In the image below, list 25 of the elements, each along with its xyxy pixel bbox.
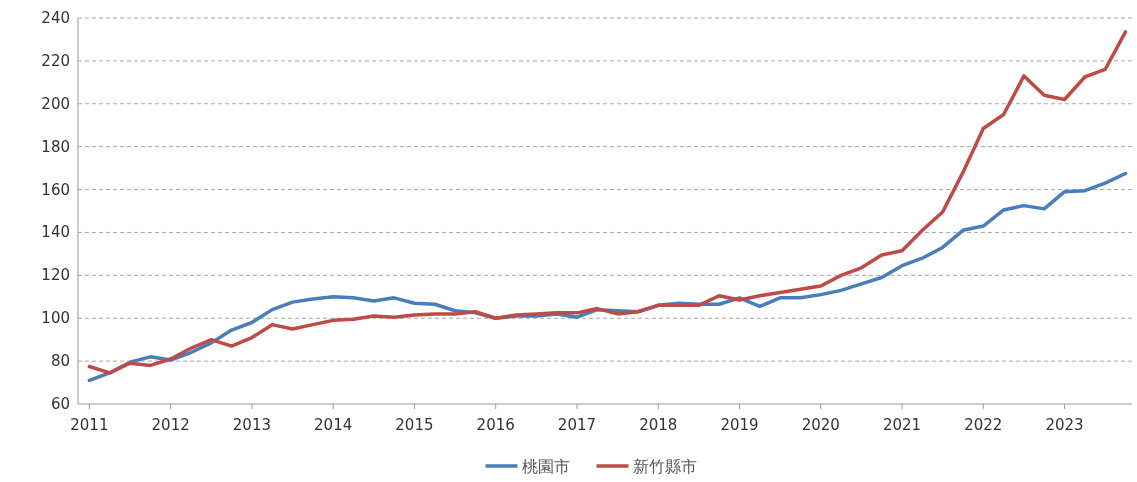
x-tick-label: 2022	[964, 416, 1003, 434]
y-tick-label: 180	[41, 137, 70, 156]
x-tick-label: 2017	[557, 416, 597, 434]
y-tick-label: 200	[41, 94, 70, 113]
y-tick-label: 220	[41, 51, 70, 70]
x-tick-label: 2018	[639, 416, 678, 434]
legend-label: 桃園市	[521, 457, 570, 476]
x-tick-label: 2020	[801, 416, 840, 434]
x-tick-label: 2016	[476, 416, 515, 434]
y-tick-label: 60	[50, 395, 70, 413]
x-tick-label: 2015	[395, 416, 434, 434]
x-tick-label: 2019	[720, 416, 759, 434]
y-tick-label: 160	[41, 180, 70, 199]
x-tick-label: 2023	[1045, 416, 1084, 434]
x-tick-label: 2012	[151, 416, 190, 434]
x-tick-label: 2011	[70, 416, 109, 434]
y-tick-label: 80	[50, 352, 70, 371]
legend-label: 新竹縣市	[632, 457, 697, 476]
y-tick-label: 140	[41, 223, 70, 242]
x-tick-label: 2014	[314, 416, 353, 434]
x-tick-label: 2013	[232, 416, 271, 434]
y-tick-label: 100	[41, 309, 70, 328]
y-tick-label: 240	[41, 9, 70, 27]
x-tick-label: 2021	[882, 416, 922, 434]
y-tick-label: 120	[41, 266, 70, 285]
